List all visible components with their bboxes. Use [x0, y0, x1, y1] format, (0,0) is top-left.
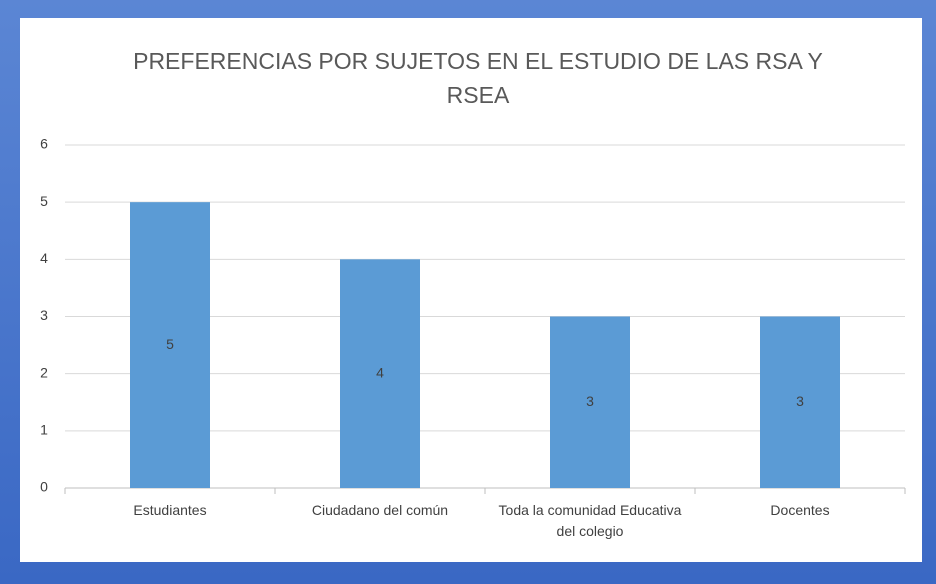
- bar: [340, 259, 420, 488]
- data-label: 3: [796, 393, 804, 409]
- data-label: 3: [586, 393, 594, 409]
- x-tick-label: Estudiantes: [133, 502, 207, 518]
- y-tick-label: 3: [40, 307, 48, 323]
- bar: [130, 202, 210, 488]
- y-tick-label: 2: [40, 364, 48, 380]
- y-tick-label: 0: [40, 479, 48, 495]
- x-tick-label: Docentes: [770, 502, 830, 518]
- x-tick-label: Ciudadano del común: [311, 502, 449, 518]
- y-tick-label: 4: [40, 250, 48, 266]
- bar: [550, 316, 630, 488]
- data-label: 4: [376, 364, 384, 380]
- chart-title: PREFERENCIAS POR SUJETOS EN EL ESTUDIO D…: [133, 48, 823, 108]
- y-tick-label: 5: [40, 193, 48, 209]
- data-label: 5: [166, 336, 174, 352]
- y-tick-label: 1: [40, 422, 48, 438]
- x-tick-label: Toda la comunidad Educativa del colegio: [498, 502, 682, 539]
- y-tick-label: 6: [40, 136, 48, 152]
- bar: [760, 316, 840, 488]
